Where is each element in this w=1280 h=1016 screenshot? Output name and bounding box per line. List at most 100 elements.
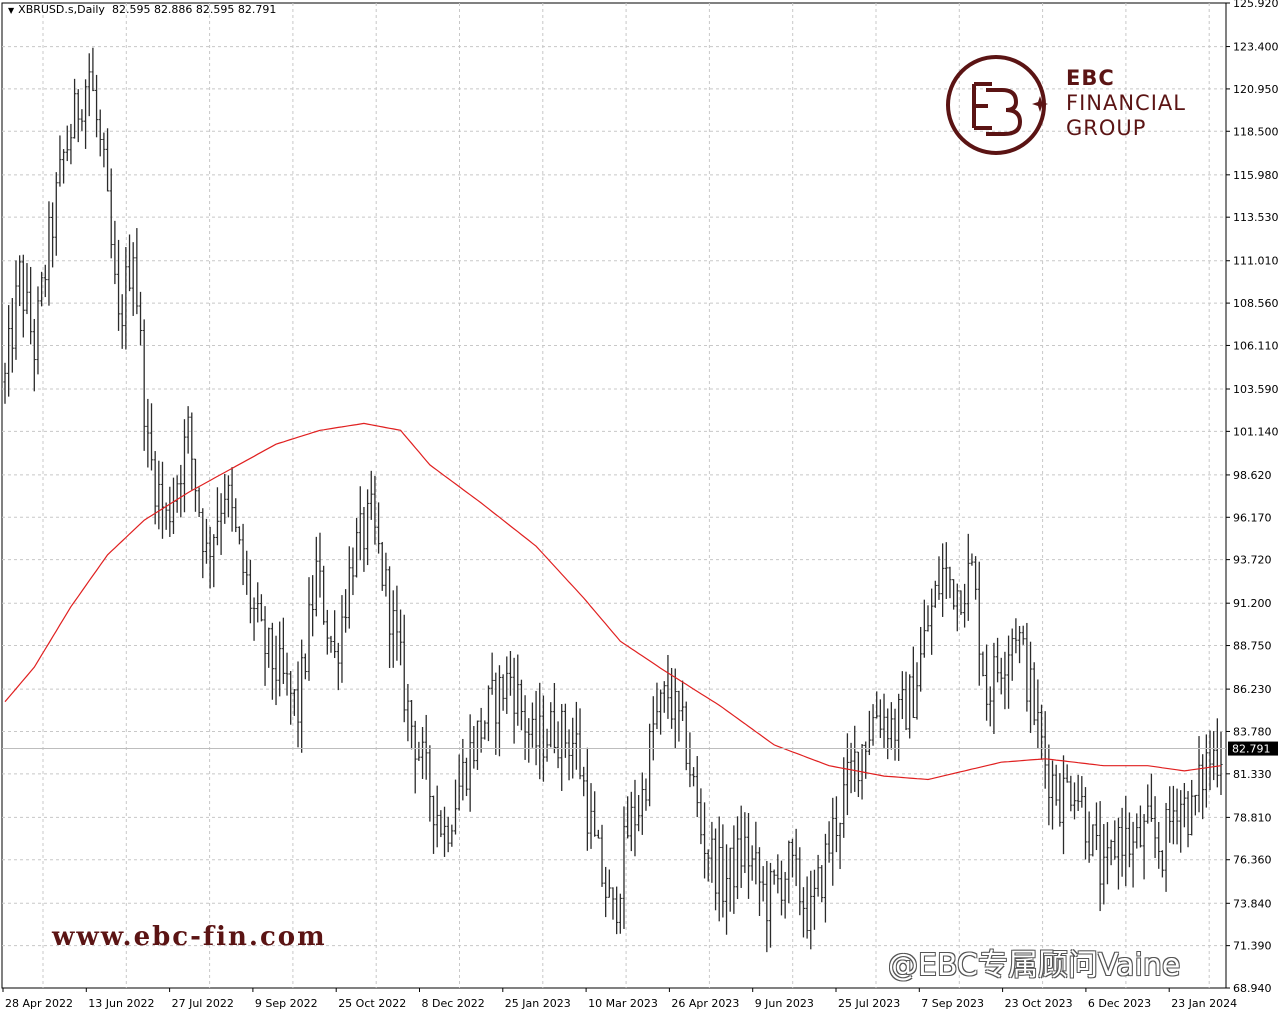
ebc-logo: EBC FINANCIAL GROUP (944, 52, 1204, 162)
ohlc-bar (1094, 802, 1099, 851)
ohlc-bar (941, 543, 945, 617)
ohlc-bar (193, 458, 198, 512)
ohlc-bar (878, 699, 882, 739)
ohlc-bar (395, 585, 399, 661)
ohlc-bar (1116, 817, 1121, 890)
ohlc-bar (146, 398, 150, 468)
ohlc-bar (673, 668, 677, 749)
ohlc-bar (453, 779, 458, 835)
x-tick-label: 8 Dec 2022 (422, 997, 485, 1010)
ohlc-bar (245, 550, 249, 595)
ohlc-bar (234, 498, 238, 533)
ohlc-bar (585, 747, 589, 851)
ohlc-bar (1039, 704, 1044, 760)
ohlc-bar (186, 406, 190, 454)
ohlc-bar (47, 201, 51, 306)
ohlc-bar (248, 559, 252, 624)
ohlc-bar (263, 606, 267, 686)
ohlc-bar (798, 847, 802, 916)
ohlc-bar (116, 239, 121, 331)
ohlc-bar (805, 876, 809, 939)
ohlc-bar (600, 824, 604, 887)
ohlc-bar (351, 547, 355, 596)
ohlc-bar (955, 583, 959, 632)
ohlc-bar (787, 840, 791, 904)
symbol-name: XBRUSD.s,Daily (18, 3, 105, 16)
ohlc-bar (783, 871, 787, 919)
x-tick-label: 27 Jul 2022 (172, 997, 234, 1010)
ohlc-bar (18, 255, 22, 307)
ohlc-bar (314, 536, 318, 617)
collapse-triangle-icon[interactable]: ▼ (8, 6, 15, 15)
ohlc-bar (538, 682, 542, 780)
ohlc-values: 82.595 82.886 82.595 82.791 (111, 3, 277, 16)
ohlc-bar (1010, 628, 1014, 681)
ohlc-bar (626, 796, 630, 839)
ohlc-bar (1058, 773, 1062, 827)
y-tick-label: 125.920 (1233, 0, 1279, 10)
ohlc-bar (706, 849, 710, 882)
moving-average-line (4, 422, 1222, 781)
ohlc-bar (380, 541, 384, 591)
ohlc-bar (105, 128, 110, 192)
ohlc-bar (424, 714, 428, 780)
ohlc-bar (1146, 784, 1150, 824)
ohlc-bar (318, 532, 322, 598)
ohlc-bar (1201, 754, 1205, 820)
ohlc-bar (516, 654, 520, 726)
ohlc-bar (966, 533, 970, 621)
ohlc-bar (362, 506, 366, 572)
ohlc-bar (1091, 824, 1095, 857)
ohlc-bar (999, 657, 1003, 695)
ohlc-bar (637, 795, 641, 832)
ohlc-bar (98, 109, 102, 157)
ohlc-bar (69, 123, 73, 165)
ohlc-bar (963, 583, 967, 628)
ohlc-bar (285, 652, 289, 696)
ohlc-bar (1182, 782, 1186, 828)
ohlc-bar (640, 772, 644, 835)
ohlc-bar (303, 653, 307, 680)
y-tick-label: 113.530 (1233, 211, 1279, 224)
ohlc-bar (1175, 788, 1179, 845)
ohlc-bar (490, 652, 494, 695)
ohlc-bar (1164, 802, 1168, 892)
ohlc-bar (622, 806, 626, 929)
ohlc-bar (1083, 787, 1088, 860)
ohlc-bar (615, 886, 619, 935)
ohlc-bar (772, 869, 776, 885)
ohlc-bar (21, 254, 25, 338)
y-tick-label: 103.590 (1233, 383, 1279, 396)
ohlc-bar (274, 635, 278, 706)
ohlc-bar (984, 644, 989, 721)
ohlc-bar (83, 79, 88, 149)
ohlc-bar (1179, 790, 1183, 853)
ohlc-bar (1168, 786, 1172, 843)
ohlc-bar (790, 838, 795, 878)
ohlc-bar (750, 845, 754, 881)
ohlc-bar (801, 887, 806, 938)
ohlc-bar (1135, 813, 1139, 849)
ohlc-bar (124, 247, 128, 350)
ohlc-bar (633, 779, 637, 857)
ohlc-bar (820, 865, 824, 903)
ohlc-bar (856, 751, 860, 798)
ohlc-bar (596, 829, 600, 839)
current-price-marker: 82.791 (2, 741, 1278, 756)
logo-line-ebc: EBC (1066, 66, 1115, 90)
ohlc-bar (651, 696, 655, 761)
ohlc-bar (7, 305, 11, 397)
ohlc-bar (1127, 812, 1132, 868)
x-tick-label: 7 Sep 2023 (921, 997, 984, 1010)
ohlc-bar (450, 824, 454, 847)
ohlc-bar (212, 534, 216, 588)
ohlc-bar (974, 556, 978, 600)
ohlc-bar (307, 577, 311, 681)
ohlc-bar (344, 589, 348, 633)
ohlc-bar (768, 862, 773, 948)
y-tick-label: 76.360 (1233, 854, 1272, 867)
ohlc-bar (10, 298, 14, 373)
ohlc-bar (644, 778, 648, 811)
y-tick-label: 106.110 (1233, 339, 1279, 352)
